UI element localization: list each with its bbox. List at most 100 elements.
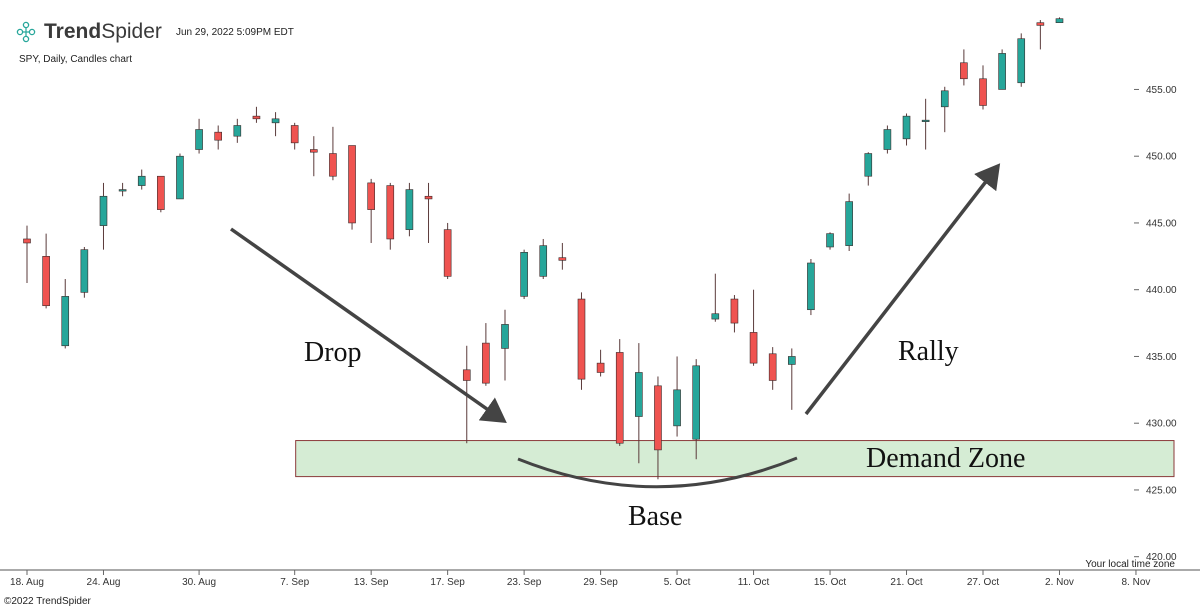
- x-tick-label: 5. Oct: [664, 577, 691, 588]
- candle-body: [23, 238, 31, 244]
- candle: [482, 323, 490, 386]
- x-axis: 18. Aug 24. Aug 30. Aug 7. Sep 13. Sep 17. Se…: [10, 570, 1150, 588]
- trendspider-logo-icon: [16, 21, 36, 43]
- candle-body: [940, 90, 949, 108]
- candle: [80, 246, 89, 298]
- x-tick-label: 21. Oct: [890, 577, 922, 588]
- candle: [137, 169, 146, 190]
- candle: [42, 233, 50, 309]
- candle-body: [730, 298, 739, 324]
- candle-body: [462, 369, 471, 381]
- candle-body: [367, 182, 375, 210]
- y-tick-label: 420.00: [1146, 552, 1177, 563]
- candle: [61, 279, 70, 349]
- candle-body: [80, 249, 89, 293]
- candle-body: [501, 324, 509, 349]
- candle: [233, 118, 242, 143]
- x-tick-label: 27. Oct: [967, 577, 999, 588]
- candle-body: [960, 62, 968, 80]
- candle: [807, 258, 815, 316]
- candle-body: [749, 332, 758, 364]
- candle: [23, 225, 31, 284]
- candle-body: [443, 229, 452, 277]
- candle-body: [768, 353, 777, 381]
- candle: [214, 125, 222, 150]
- candle: [673, 356, 681, 437]
- candle: [309, 136, 318, 177]
- candle: [845, 193, 853, 251]
- candle-body: [157, 175, 165, 210]
- candle: [176, 153, 184, 200]
- candle: [979, 65, 987, 110]
- y-tick-label: 450.00: [1146, 152, 1177, 163]
- candle: [367, 178, 375, 243]
- candle-body: [635, 372, 643, 417]
- candle: [787, 348, 796, 410]
- candle: [424, 182, 433, 243]
- candle: [749, 289, 758, 366]
- candle: [960, 49, 968, 86]
- candle: [596, 349, 605, 377]
- brand-name-light: Spider: [101, 20, 162, 43]
- candle: [252, 106, 261, 123]
- candle-body: [1036, 22, 1045, 26]
- candle-body: [1017, 38, 1026, 84]
- candle: [348, 145, 356, 230]
- base-curve: [517, 456, 798, 489]
- candle-body: [99, 195, 108, 226]
- base-label: Base: [628, 501, 682, 532]
- candle-body: [1055, 18, 1064, 23]
- x-tick-label: 7. Sep: [280, 577, 309, 588]
- candle-body: [864, 153, 873, 177]
- candle-body: [979, 78, 987, 106]
- candle: [1055, 17, 1064, 23]
- candle-body: [596, 362, 605, 373]
- candle: [864, 152, 873, 186]
- candle-body: [787, 356, 796, 365]
- candle-body: [577, 298, 586, 380]
- candle: [998, 49, 1006, 90]
- candle-body: [118, 189, 127, 192]
- x-tick-label: 17. Sep: [430, 577, 465, 588]
- candle: [883, 125, 892, 154]
- y-tick-label: 445.00: [1146, 218, 1177, 229]
- candle: [768, 347, 777, 390]
- candle-body: [615, 352, 624, 444]
- y-tick-label: 430.00: [1146, 419, 1177, 430]
- candle-body: [520, 252, 528, 297]
- candle: [195, 118, 203, 154]
- candle-body: [195, 129, 203, 150]
- candle: [902, 113, 911, 146]
- candle: [386, 182, 395, 250]
- candle-body: [176, 155, 184, 200]
- candle-body: [405, 189, 414, 230]
- candle-body: [807, 262, 815, 311]
- candle-body: [329, 153, 337, 177]
- candle-body: [252, 115, 261, 120]
- candle-body: [309, 149, 318, 153]
- candle-body: [883, 129, 892, 150]
- x-tick-label: 11. Oct: [738, 577, 770, 588]
- rally-arrow: [804, 163, 1001, 416]
- candle-body: [902, 115, 911, 140]
- candle-body: [539, 245, 548, 277]
- candle: [118, 182, 127, 197]
- candles-layer: [23, 17, 1064, 480]
- x-tick-label: 8. Nov: [1122, 577, 1151, 588]
- candle: [635, 343, 643, 464]
- brand-name: TrendSpider: [44, 20, 162, 43]
- candle-body: [654, 385, 662, 451]
- candle: [711, 273, 720, 322]
- x-tick-label: 15. Oct: [814, 577, 846, 588]
- candle-body: [826, 233, 834, 248]
- candle-body: [998, 53, 1006, 90]
- candle: [654, 376, 662, 480]
- x-tick-label: 24. Aug: [87, 577, 121, 588]
- timezone-note: Your local time zone: [1085, 559, 1175, 570]
- candle-body: [424, 195, 433, 200]
- candle: [99, 182, 108, 250]
- brand-name-bold: Trend: [44, 20, 101, 43]
- x-tick-label: 2. Nov: [1045, 577, 1074, 588]
- candle: [940, 86, 949, 133]
